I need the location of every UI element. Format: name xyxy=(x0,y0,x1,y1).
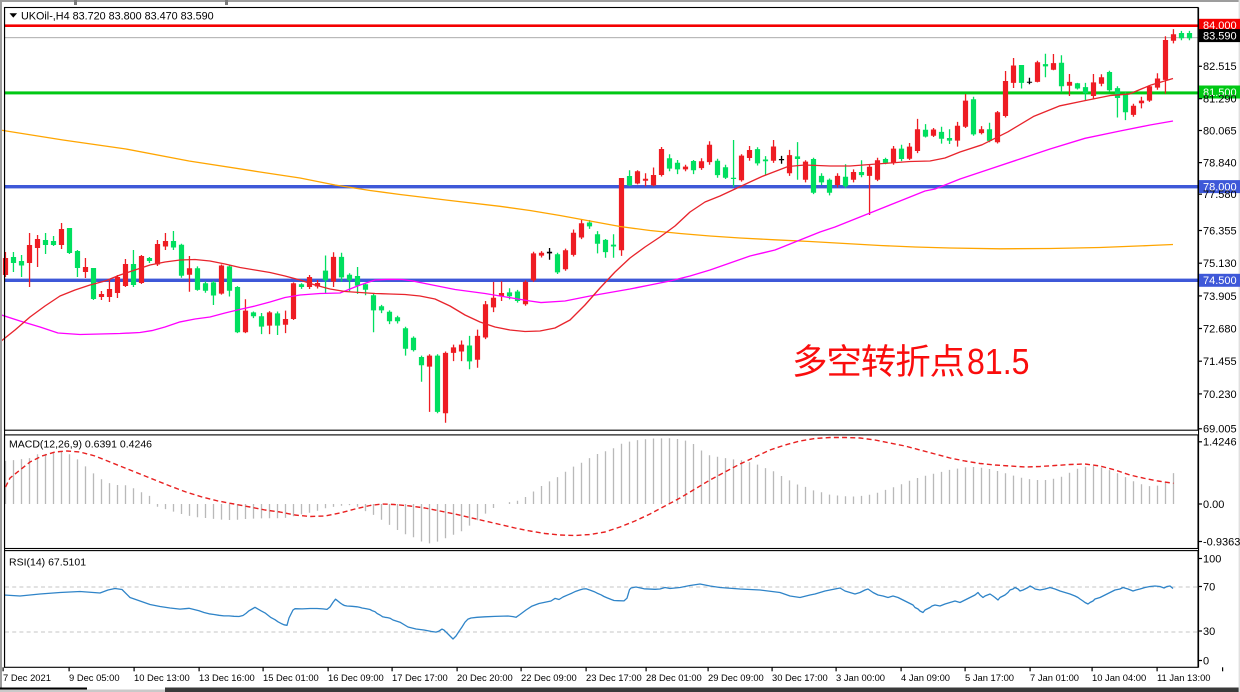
svg-text:10 Jan 04:00: 10 Jan 04:00 xyxy=(1092,672,1146,683)
svg-text:22 Dec 09:00: 22 Dec 09:00 xyxy=(521,672,577,683)
svg-text:81.290: 81.290 xyxy=(1203,94,1237,106)
svg-text:15 Dec 01:00: 15 Dec 01:00 xyxy=(263,672,319,683)
svg-text:RSI(14) 67.5101: RSI(14) 67.5101 xyxy=(9,557,86,569)
svg-text:30: 30 xyxy=(1203,626,1215,638)
svg-text:0.00: 0.00 xyxy=(1203,499,1224,511)
svg-text:UKOil-,H4 83.720 83.800 83.47: UKOil-,H4 83.720 83.800 83.470 83.590 xyxy=(21,11,214,23)
svg-text:72.680: 72.680 xyxy=(1203,323,1237,335)
svg-text:5 Jan 17:00: 5 Jan 17:00 xyxy=(965,672,1014,683)
svg-text:81.500: 81.500 xyxy=(1203,87,1237,99)
svg-text:82.515: 82.515 xyxy=(1203,61,1237,73)
svg-text:1.4246: 1.4246 xyxy=(1203,437,1237,449)
svg-text:78.840: 78.840 xyxy=(1203,158,1237,170)
svg-text:30 Dec 17:00: 30 Dec 17:00 xyxy=(772,672,828,683)
svg-text:78.000: 78.000 xyxy=(1203,182,1237,194)
svg-text:-0.9363: -0.9363 xyxy=(1203,536,1240,548)
svg-text:29 Dec 09:00: 29 Dec 09:00 xyxy=(708,672,764,683)
svg-text:75.130: 75.130 xyxy=(1203,258,1237,270)
svg-text:7 Jan 01:00: 7 Jan 01:00 xyxy=(1030,672,1079,683)
svg-text:70.230: 70.230 xyxy=(1203,389,1237,401)
svg-text:28 Dec 01:00: 28 Dec 01:00 xyxy=(646,672,702,683)
svg-text:3 Jan 00:00: 3 Jan 00:00 xyxy=(836,672,885,683)
svg-text:17 Dec 17:00: 17 Dec 17:00 xyxy=(392,672,448,683)
svg-text:MACD(12,26,9) 0.6391 0.4246: MACD(12,26,9) 0.6391 0.4246 xyxy=(9,439,152,451)
svg-text:16 Dec 09:00: 16 Dec 09:00 xyxy=(328,672,384,683)
svg-text:11 Jan 13:00: 11 Jan 13:00 xyxy=(1157,672,1211,683)
svg-text:69.005: 69.005 xyxy=(1203,424,1237,436)
svg-text:70: 70 xyxy=(1203,581,1215,593)
svg-text:7 Dec 2021: 7 Dec 2021 xyxy=(3,672,51,683)
svg-text:9 Dec 05:00: 9 Dec 05:00 xyxy=(69,672,120,683)
svg-text:83.590: 83.590 xyxy=(1203,31,1237,43)
svg-text:20 Dec 20:00: 20 Dec 20:00 xyxy=(457,672,513,683)
svg-text:81.5: 81.5 xyxy=(967,341,1030,382)
svg-text:71.455: 71.455 xyxy=(1203,356,1237,368)
svg-text:13 Dec 16:00: 13 Dec 16:00 xyxy=(199,672,255,683)
svg-text:77.580: 77.580 xyxy=(1203,189,1237,201)
svg-text:76.355: 76.355 xyxy=(1203,225,1237,237)
svg-text:73.905: 73.905 xyxy=(1203,291,1237,303)
svg-text:100: 100 xyxy=(1203,553,1221,565)
svg-text:23 Dec 17:00: 23 Dec 17:00 xyxy=(586,672,642,683)
svg-text:80.065: 80.065 xyxy=(1203,125,1237,137)
svg-text:0: 0 xyxy=(1203,655,1209,667)
svg-text:74.500: 74.500 xyxy=(1203,275,1237,287)
svg-text:10 Dec 13:00: 10 Dec 13:00 xyxy=(134,672,190,683)
svg-text:4 Jan 09:00: 4 Jan 09:00 xyxy=(901,672,950,683)
